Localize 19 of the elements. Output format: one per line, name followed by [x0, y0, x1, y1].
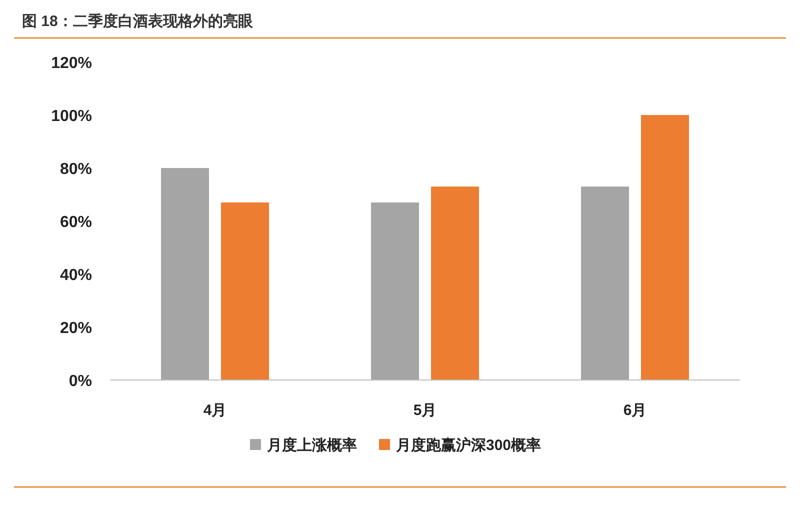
bar: [431, 186, 479, 380]
y-tick-label: 120%: [51, 55, 92, 72]
legend-label: 月度上涨概率: [266, 436, 357, 454]
bar: [641, 115, 689, 380]
bar: [161, 168, 209, 380]
y-tick-label: 0%: [68, 373, 92, 390]
y-tick-label: 100%: [51, 108, 92, 125]
x-tick-label: 6月: [623, 402, 647, 419]
bar: [581, 186, 629, 380]
bar: [371, 202, 419, 380]
x-tick-label: 4月: [203, 402, 227, 419]
y-tick-label: 80%: [60, 161, 92, 178]
y-tick-label: 60%: [60, 214, 92, 231]
legend-label: 月度跑赢沪深300概率: [395, 436, 542, 454]
y-tick-label: 20%: [60, 320, 92, 337]
x-tick-label: 5月: [413, 402, 437, 419]
y-tick-label: 40%: [60, 267, 92, 284]
bar: [221, 202, 269, 380]
chart-title: 图 18：二季度白酒表现格外的亮眼: [22, 12, 254, 30]
